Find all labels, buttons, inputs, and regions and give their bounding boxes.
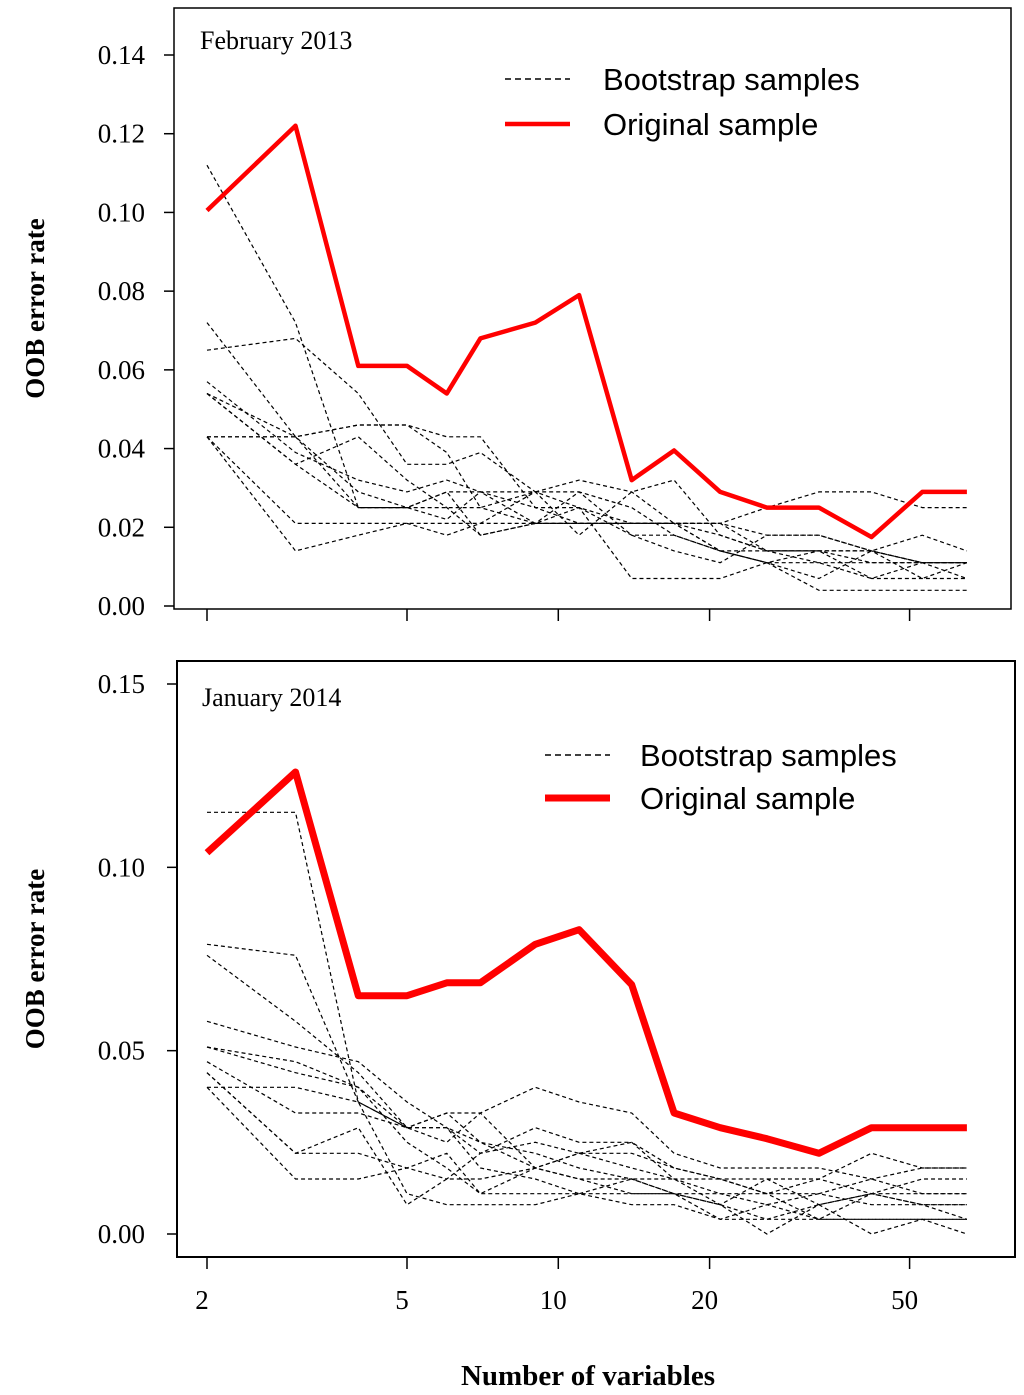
bootstrap-sample-line xyxy=(206,381,967,525)
y-axis: 0.00 0.05 0.10 0.15 xyxy=(98,669,177,1249)
legend: Bootstrap samples Original sample xyxy=(505,62,860,142)
y-tick-label: 0.10 xyxy=(98,197,145,227)
panel-title: January 2014 xyxy=(202,683,341,712)
original-series-group xyxy=(204,768,967,1157)
y-axis: 0.00 0.02 0.04 0.06 0.08 0.10 0.12 0.14 xyxy=(98,40,174,621)
y-tick-label: 0.14 xyxy=(98,40,146,70)
x-tick-label: 50 xyxy=(891,1285,918,1315)
y-axis-label: OOB error rate xyxy=(20,218,50,398)
y-tick-label: 0.02 xyxy=(98,512,145,542)
original-sample-line xyxy=(205,123,967,540)
bootstrap-series-group xyxy=(206,811,968,1235)
bootstrap-sample-line xyxy=(206,337,968,580)
bootstrap-sample-line xyxy=(206,393,967,591)
legend-original-label: Original sample xyxy=(640,781,855,816)
x-axis: 2 5 10 20 50 xyxy=(195,1257,918,1315)
bootstrap-sample-line xyxy=(206,322,967,564)
y-axis-label: OOB error rate xyxy=(20,869,50,1049)
bootstrap-sample-line xyxy=(206,436,967,580)
panel-title: February 2013 xyxy=(200,26,352,55)
bootstrap-sample-line xyxy=(206,1072,967,1195)
bootstrap-sample-line xyxy=(207,424,967,580)
x-tick-label: 2 xyxy=(195,1285,209,1315)
legend: Bootstrap samples Original sample xyxy=(545,738,897,816)
y-tick-label: 0.08 xyxy=(98,276,145,306)
bootstrap-sample-line xyxy=(207,1086,967,1220)
bootstrap-sample-line xyxy=(206,1061,967,1220)
legend-original-label: Original sample xyxy=(603,107,818,142)
bootstrap-sample-line xyxy=(206,1086,967,1206)
legend-bootstrap-label: Bootstrap samples xyxy=(603,62,860,97)
x-tick-label: 20 xyxy=(691,1285,718,1315)
panel-jan-2014: 0.00 0.05 0.10 0.15 2 5 10 20 50 January 2014 O… xyxy=(20,660,1016,1315)
bootstrap-sample-line xyxy=(206,436,968,580)
bootstrap-sample-line xyxy=(206,392,967,564)
y-tick-label: 0.00 xyxy=(98,1219,145,1249)
x-tick-label: 10 xyxy=(540,1285,567,1315)
original-sample-line xyxy=(204,768,967,1157)
y-tick-label: 0.00 xyxy=(98,591,145,621)
y-tick-label: 0.12 xyxy=(98,119,145,149)
panel-feb-2013: 0.00 0.02 0.04 0.06 0.08 0.10 0.12 0.14 Februar… xyxy=(20,7,1012,621)
legend-bootstrap-label: Bootstrap samples xyxy=(640,738,897,773)
y-tick-label: 0.15 xyxy=(98,669,145,699)
plot-frame xyxy=(176,660,1016,1258)
plot-frame xyxy=(173,7,1012,610)
x-axis-ticks xyxy=(206,609,911,621)
y-tick-label: 0.10 xyxy=(98,852,145,882)
bootstrap-sample-line xyxy=(206,954,967,1180)
bootstrap-sample-line xyxy=(207,811,967,1195)
y-tick-label: 0.05 xyxy=(98,1036,145,1066)
y-tick-label: 0.04 xyxy=(98,434,146,464)
bootstrap-sample-line xyxy=(207,424,967,564)
x-tick-label: 5 xyxy=(395,1285,409,1315)
bootstrap-sample-line xyxy=(206,393,967,564)
bootstrap-series-group xyxy=(206,164,968,591)
x-axis-label: Number of variables xyxy=(461,1360,715,1392)
original-series-group xyxy=(205,123,967,540)
bootstrap-sample-line xyxy=(206,943,967,1206)
y-tick-label: 0.06 xyxy=(98,355,145,385)
bootstrap-sample-line xyxy=(206,1072,967,1220)
